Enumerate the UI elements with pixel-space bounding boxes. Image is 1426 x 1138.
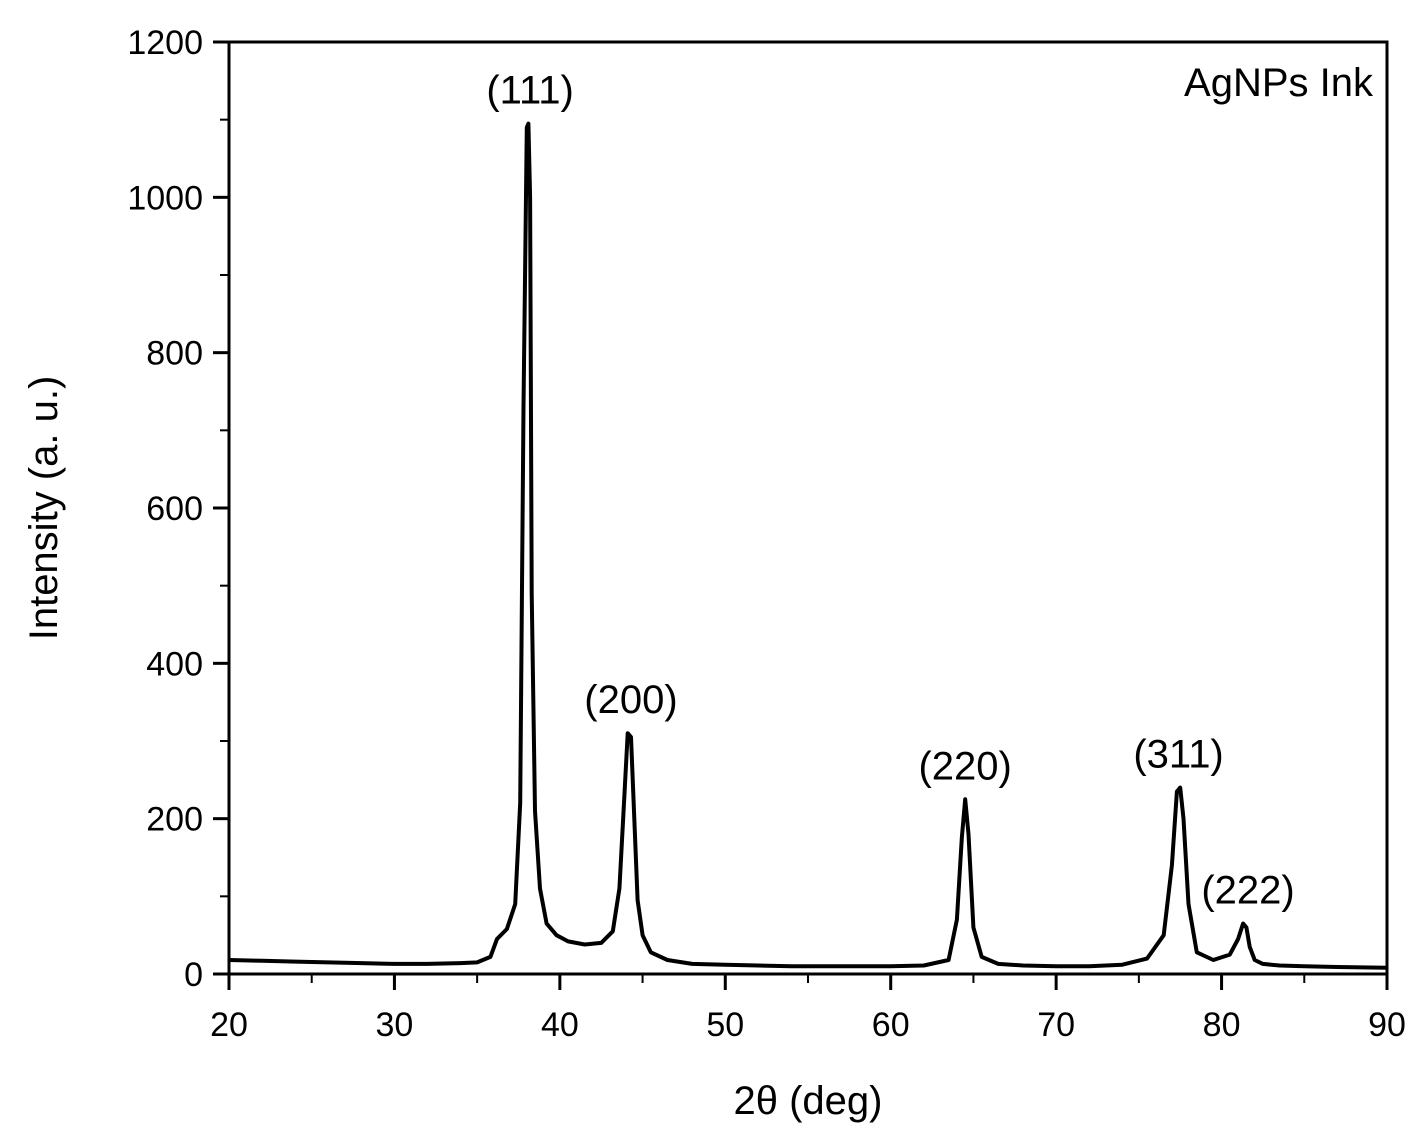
peak-label: (111) bbox=[486, 69, 573, 113]
y-tick-label: 0 bbox=[184, 956, 203, 994]
peak-annotations: (111) (200) (220) (311) (222) bbox=[486, 69, 1294, 913]
x-tick-label: 70 bbox=[1037, 1006, 1075, 1044]
ticks-layer: 20 30 40 50 60 70 80 90 0 200 400 600 800 1000 1200 bbox=[127, 24, 1406, 1044]
peak-label: (220) bbox=[918, 744, 1011, 788]
y-tick-label: 400 bbox=[146, 645, 203, 683]
x-tick-label: 30 bbox=[376, 1006, 414, 1044]
y-tick-label: 200 bbox=[146, 801, 203, 839]
plot-frame bbox=[227, 40, 1389, 976]
series-line bbox=[228, 121, 1388, 970]
peak-label: (200) bbox=[584, 678, 677, 722]
y-tick-label: 1000 bbox=[127, 179, 203, 217]
peak-label: (311) bbox=[1133, 733, 1223, 777]
y-tick-label: 800 bbox=[146, 335, 203, 373]
y-tick-label: 600 bbox=[146, 490, 203, 528]
x-tick-label: 40 bbox=[541, 1006, 579, 1044]
legend-label: AgNPs Ink bbox=[1184, 61, 1374, 105]
x-tick-label: 50 bbox=[706, 1006, 744, 1044]
y-axis-title: Intensity (a. u.) bbox=[22, 376, 66, 641]
x-tick-label: 60 bbox=[872, 1006, 910, 1044]
peak-label: (222) bbox=[1201, 869, 1294, 913]
y-tick-label: 1200 bbox=[127, 24, 203, 62]
x-axis-title: 2θ (deg) bbox=[734, 1079, 883, 1123]
x-tick-label: 80 bbox=[1203, 1006, 1241, 1044]
x-tick-label: 90 bbox=[1368, 1006, 1406, 1044]
x-tick-label: 20 bbox=[210, 1006, 248, 1044]
